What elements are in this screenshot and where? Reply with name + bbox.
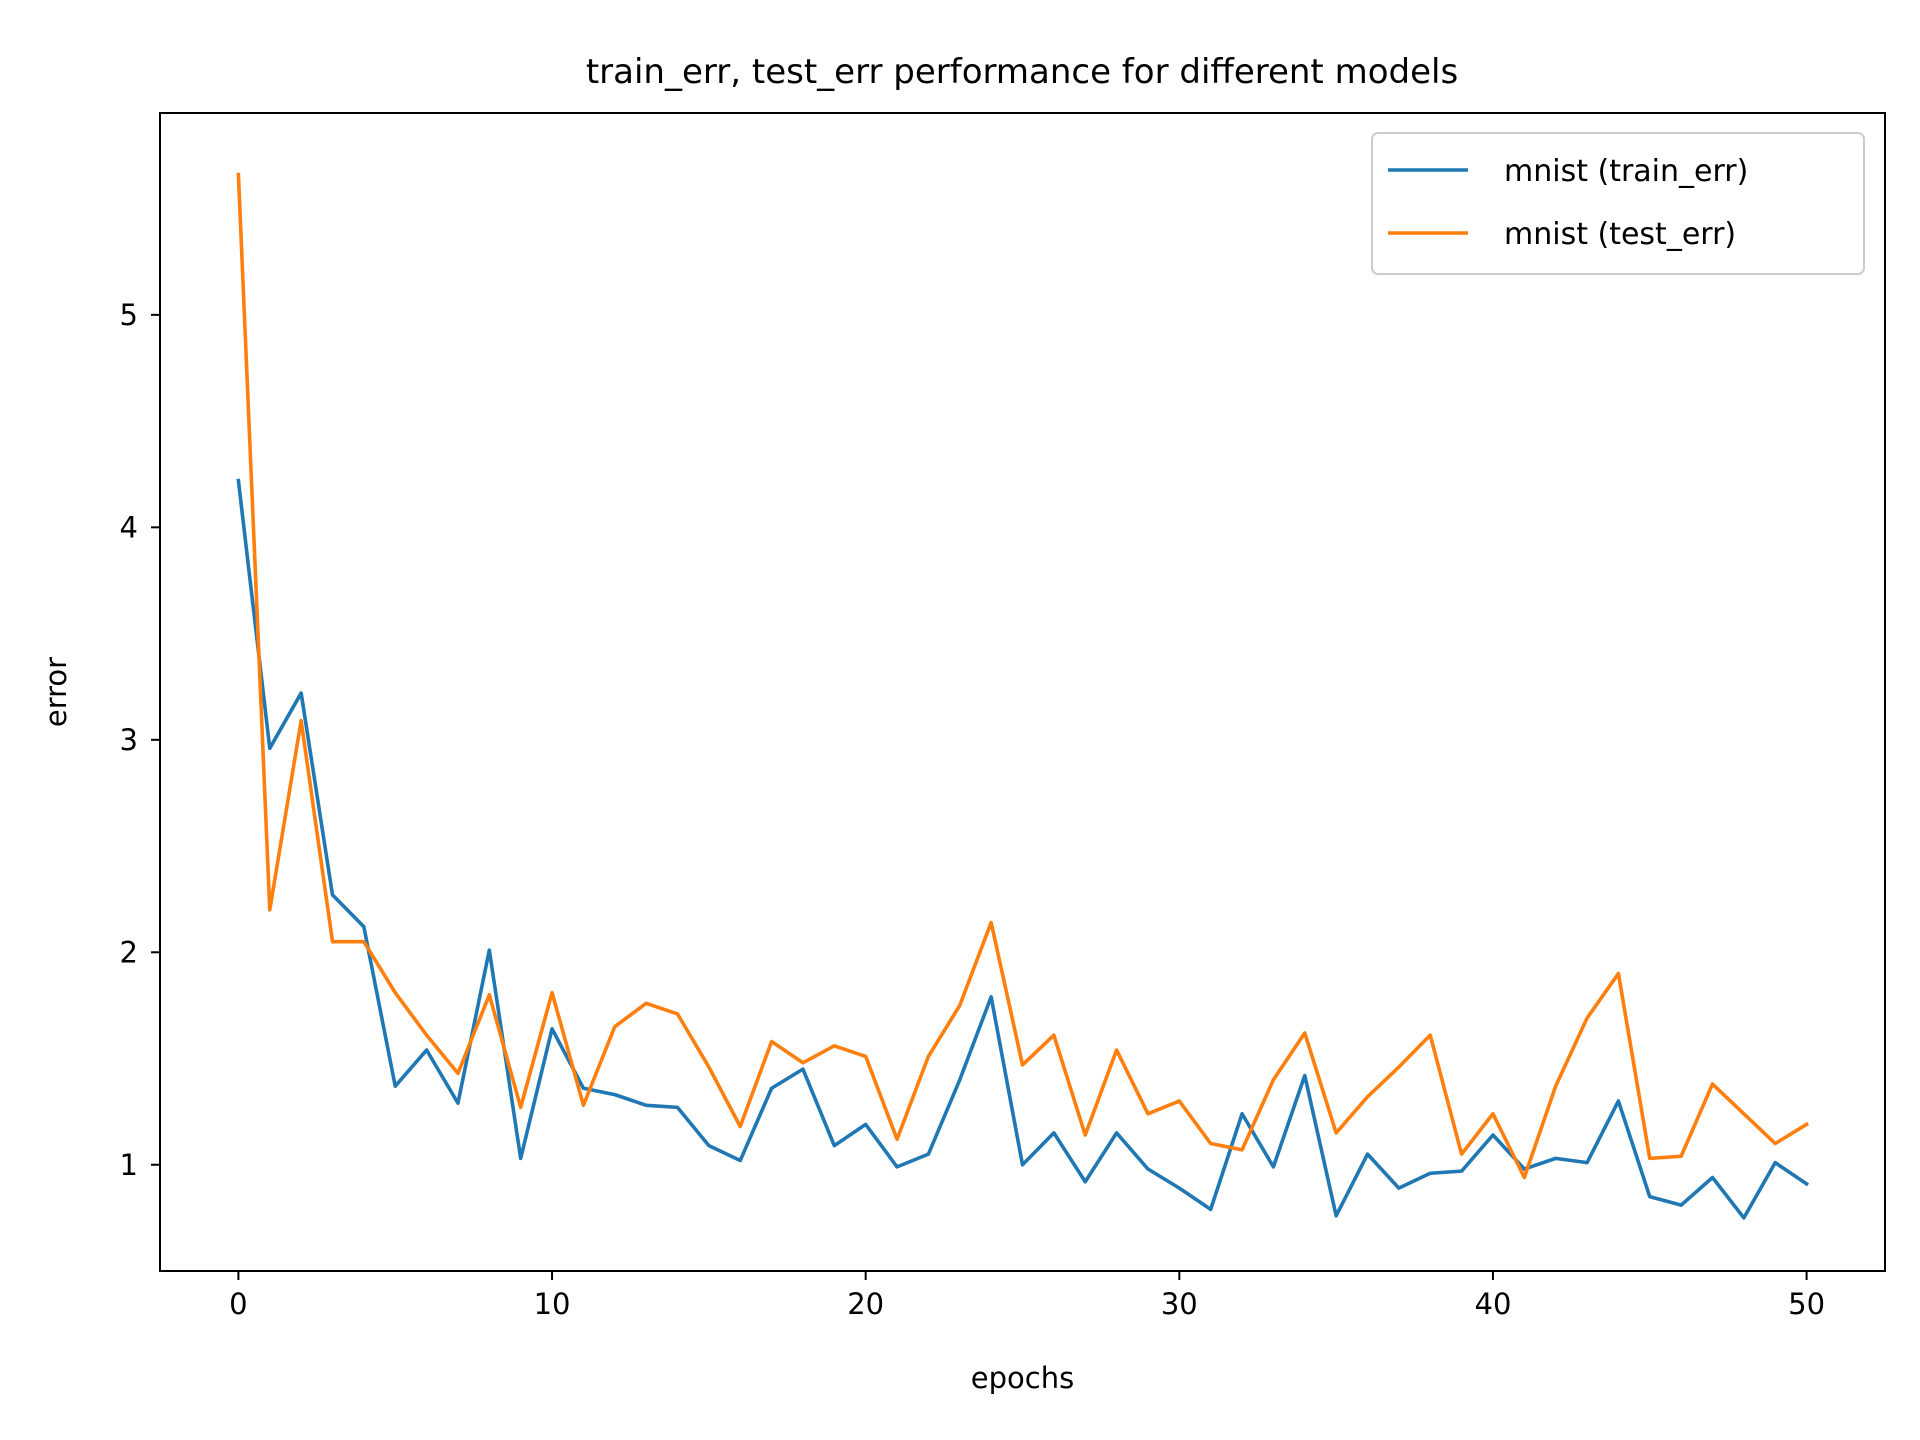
- series-line-train-err: [236, 478, 1810, 1220]
- x-tick-label: 10: [534, 1287, 571, 1321]
- legend-label: mnist (train_err): [1504, 154, 1748, 189]
- chart-title: train_err, test_err performance for diff…: [586, 52, 1458, 92]
- legend: mnist (train_err)mnist (test_err): [1371, 132, 1865, 275]
- plot-area: [159, 112, 1886, 1272]
- x-tick-label: 30: [1161, 1287, 1198, 1321]
- legend-label: mnist (test_err): [1504, 217, 1736, 252]
- y-axis-ticks: 1 2 3 4 5: [120, 298, 160, 1182]
- y-tick-label: 4: [120, 510, 138, 544]
- x-tick-label: 20: [847, 1287, 884, 1321]
- y-tick-label: 5: [120, 298, 138, 332]
- y-tick-label: 1: [120, 1148, 138, 1182]
- y-tick-label: 2: [120, 935, 138, 969]
- x-tick-label: 40: [1475, 1287, 1512, 1321]
- x-axis-ticks: 0 10 20 30 40 50: [229, 1271, 1825, 1321]
- y-axis-label: error: [39, 657, 73, 727]
- x-axis-label: epochs: [971, 1361, 1074, 1395]
- series-line-test-err: [236, 172, 1810, 1180]
- x-tick-label: 50: [1788, 1287, 1825, 1321]
- legend-box: [1371, 132, 1865, 275]
- series-lines: [236, 172, 1810, 1220]
- y-tick-label: 3: [120, 723, 138, 757]
- x-tick-label: 0: [229, 1287, 247, 1321]
